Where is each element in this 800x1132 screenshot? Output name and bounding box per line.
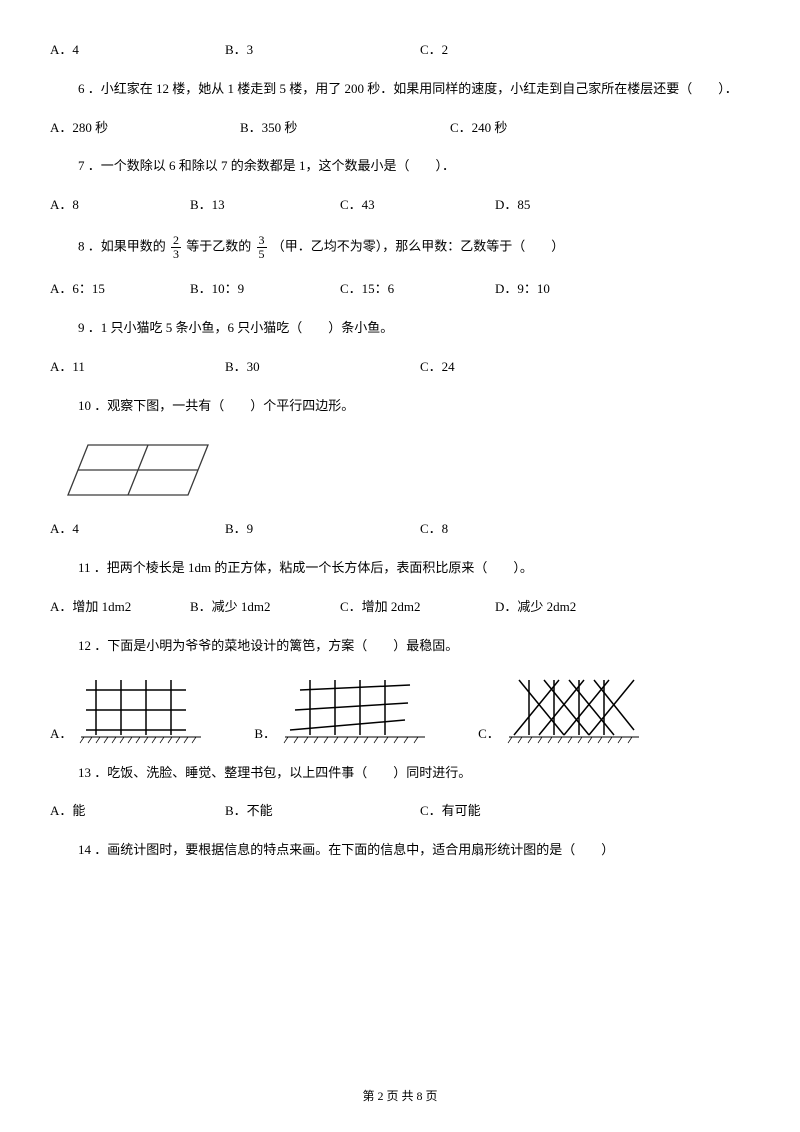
q13-text: 13 ．吃饭、洗脸、睡觉、整理书包，以上四件事（ ）同时进行。 <box>50 763 750 784</box>
q10-opt-a: A．4 <box>50 519 225 540</box>
q8-frac1-den: 3 <box>171 248 181 261</box>
q8-frac2-den: 5 <box>257 248 267 261</box>
q6-text: 6 ．小红家在 12 楼，她从 1 楼走到 5 楼，用了 200 秒．如果用同样… <box>50 79 750 100</box>
q7-opt-d: D．85 <box>495 195 530 216</box>
q13-options: A．能 B．不能 C．有可能 <box>50 801 750 822</box>
q10-figure <box>58 435 750 512</box>
q10-text: 10 ．观察下图，一共有（ ）个平行四边形。 <box>50 396 750 417</box>
q8-pre: 8 ．如果甲数的 <box>78 239 166 254</box>
q8-options: A．6：15 B．10：9 C．15：6 D．9：10 <box>50 279 750 300</box>
q5-opt-c: C．2 <box>420 40 448 61</box>
q6-opt-a: A．280 秒 <box>50 118 240 139</box>
q9-opt-b: B．30 <box>225 357 420 378</box>
q12-text: 12 ．下面是小明为爷爷的菜地设计的篱笆，方案（ ）最稳固。 <box>50 636 750 657</box>
q12-fence-a <box>76 675 206 745</box>
q9-text: 9 ．1 只小猫吃 5 条小鱼，6 只小猫吃（ ）条小鱼。 <box>50 318 750 339</box>
q9-opt-a: A．11 <box>50 357 225 378</box>
q12-label-a: A． <box>50 724 72 745</box>
q8-frac1: 2 3 <box>171 234 181 261</box>
q7-text: 7 ．一个数除以 6 和除以 7 的余数都是 1，这个数最小是（ ）． <box>50 156 750 177</box>
q8-text: 8 ．如果甲数的 2 3 等于乙数的 3 5 （甲．乙均不为零），那么甲数：乙数… <box>50 234 750 261</box>
q9-options: A．11 B．30 C．24 <box>50 357 750 378</box>
page-footer: 第 2 页 共 8 页 <box>0 1087 800 1106</box>
q10-options: A．4 B．9 C．8 <box>50 519 750 540</box>
q7-opt-c: C．43 <box>340 195 495 216</box>
q5-options: A．4 B．3 C．2 <box>50 40 750 61</box>
q8-frac2-num: 3 <box>257 234 267 248</box>
q11-opt-b: B．减少 1dm2 <box>190 597 340 618</box>
q14-text: 14 ．画统计图时，要根据信息的特点来画。在下面的信息中，适合用扇形统计图的是（… <box>50 840 750 861</box>
q10-opt-c: C．8 <box>420 519 448 540</box>
q12-figures: A． B． <box>50 675 750 745</box>
q12-fence-b <box>280 675 430 745</box>
q11-opt-d: D．减少 2dm2 <box>495 597 576 618</box>
q11-options: A．增加 1dm2 B．减少 1dm2 C．增加 2dm2 D．减少 2dm2 <box>50 597 750 618</box>
q7-opt-b: B．13 <box>190 195 340 216</box>
q8-post: （甲．乙均不为零），那么甲数：乙数等于（ ） <box>272 239 565 254</box>
q10-opt-b: B．9 <box>225 519 420 540</box>
q8-opt-c: C．15：6 <box>340 279 495 300</box>
q8-frac2: 3 5 <box>257 234 267 261</box>
q13-opt-a: A．能 <box>50 801 225 822</box>
q11-text: 11 ．把两个棱长是 1dm 的正方体，粘成一个长方体后，表面积比原来（ ）。 <box>50 558 750 579</box>
q5-opt-b: B．3 <box>225 40 420 61</box>
q13-opt-b: B．不能 <box>225 801 420 822</box>
q8-mid: 等于乙数的 <box>186 239 251 254</box>
q6-opt-c: C．240 秒 <box>450 118 507 139</box>
q6-options: A．280 秒 B．350 秒 C．240 秒 <box>50 118 750 139</box>
q13-opt-c: C．有可能 <box>420 801 481 822</box>
q12-label-c: C． <box>478 724 500 745</box>
q6-opt-b: B．350 秒 <box>240 118 450 139</box>
q9-opt-c: C．24 <box>420 357 455 378</box>
q8-opt-a: A．6：15 <box>50 279 190 300</box>
q8-opt-b: B．10：9 <box>190 279 340 300</box>
q8-opt-d: D．9：10 <box>495 279 550 300</box>
q7-options: A．8 B．13 C．43 D．85 <box>50 195 750 216</box>
q7-opt-a: A．8 <box>50 195 190 216</box>
q8-frac1-num: 2 <box>171 234 181 248</box>
q11-opt-a: A．增加 1dm2 <box>50 597 190 618</box>
q12-label-b: B． <box>254 724 276 745</box>
q11-opt-c: C．增加 2dm2 <box>340 597 495 618</box>
q12-fence-c <box>504 675 644 745</box>
q5-opt-a: A．4 <box>50 40 225 61</box>
